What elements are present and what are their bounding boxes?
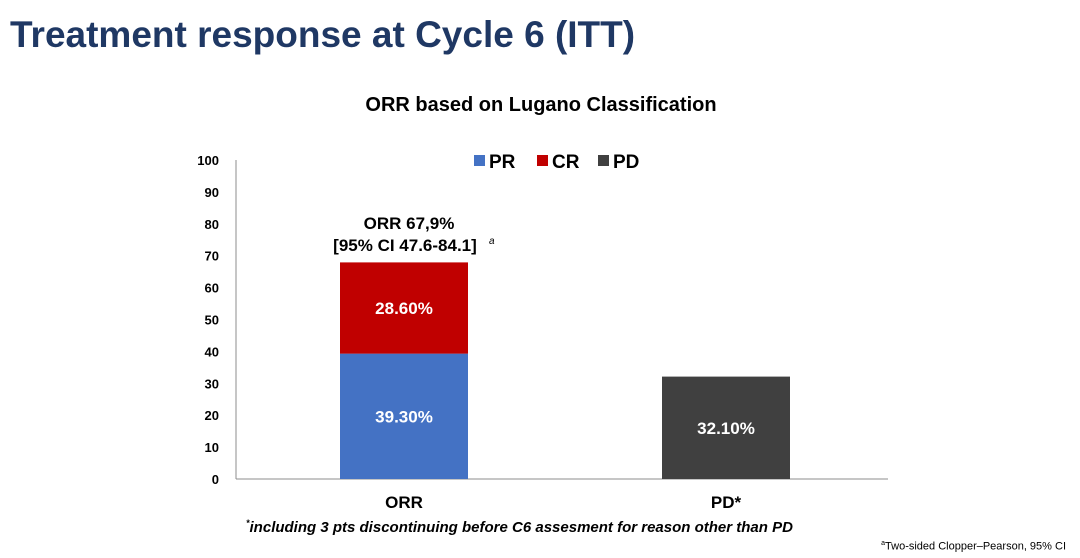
y-tick-label: 90 (205, 185, 219, 200)
footnote: *including 3 pts discontinuing before C6… (246, 518, 793, 536)
annotation-ci: [95% CI 47.6-84.1] (333, 236, 477, 255)
legend-swatch-pd (598, 155, 609, 166)
y-tick-label: 80 (205, 217, 219, 232)
legend-label-pr: PR (489, 152, 516, 173)
y-tick-label: 10 (205, 440, 219, 455)
chart-title: ORR based on Lugano Classification (365, 94, 716, 116)
legend-label-pd: PD (613, 152, 639, 173)
footnote-marker: * (246, 518, 250, 528)
y-tick-label: 50 (205, 313, 219, 328)
data-label-cr-0: 28.60% (375, 299, 433, 318)
bar-cr-0 (340, 262, 468, 354)
x-tick-label: ORR (385, 493, 423, 512)
data-label-pd-1: 32.10% (697, 419, 755, 438)
y-tick-label: 30 (205, 376, 219, 391)
y-tick-label: 0 (212, 472, 219, 487)
y-tick-label: 70 (205, 249, 219, 264)
y-tick-label: 60 (205, 281, 219, 296)
legend-swatch-cr (537, 155, 548, 166)
y-tick-label: 20 (205, 408, 219, 423)
bar-pr-0 (340, 353, 468, 479)
footnote-text: including 3 pts discontinuing before C6 … (249, 519, 793, 536)
source-note-text: Two-sided Clopper–Pearson, 95% CI (885, 540, 1066, 553)
y-tick-label: 40 (205, 344, 219, 359)
x-tick-label: PD* (711, 493, 742, 512)
annotation-ci-marker: a (489, 236, 495, 247)
y-tick-label: 100 (197, 153, 219, 168)
source-note-marker: a (881, 540, 886, 547)
bar-pd-1 (662, 376, 790, 479)
annotation-orr: ORR 67,9% (364, 214, 455, 233)
slide-title: Treatment response at Cycle 6 (ITT) (10, 14, 636, 55)
data-label-pr-0: 39.30% (375, 407, 433, 426)
legend-swatch-pr (474, 155, 485, 166)
source-note: aTwo-sided Clopper–Pearson, 95% CI (881, 540, 1066, 553)
legend-label-cr: CR (552, 152, 580, 173)
